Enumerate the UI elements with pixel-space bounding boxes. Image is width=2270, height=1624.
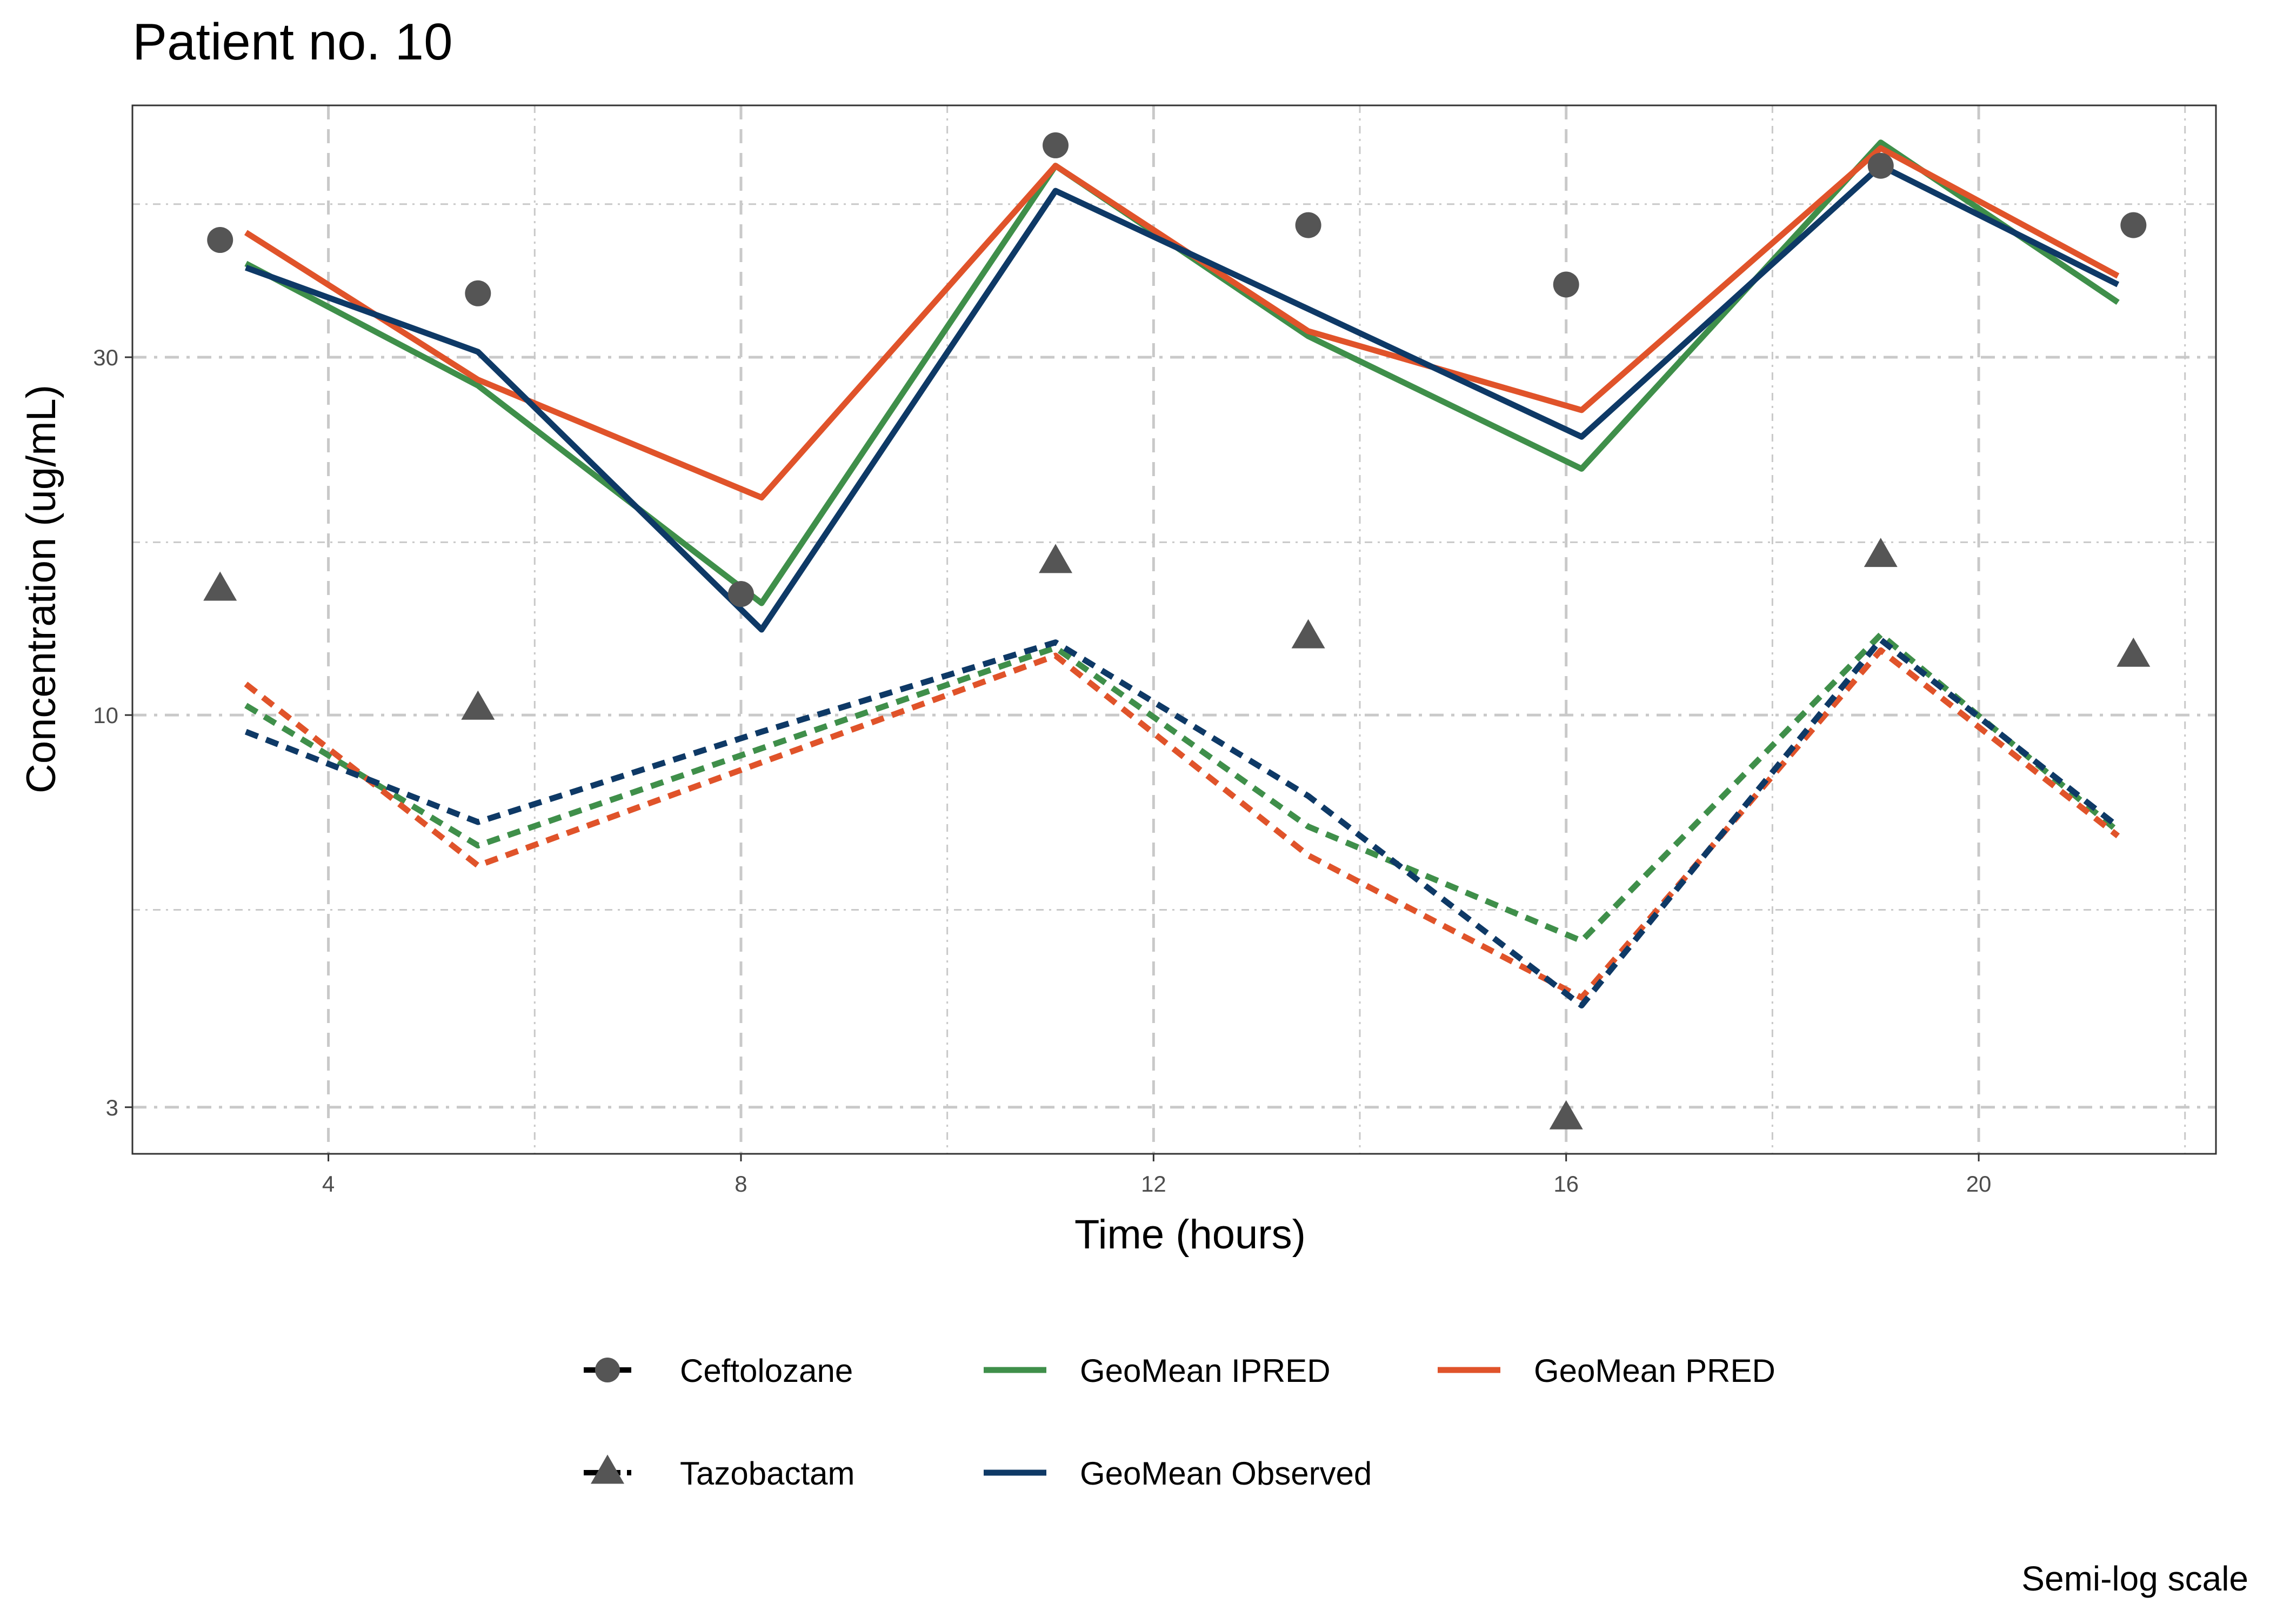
x-tick-label: 4 [322, 1171, 335, 1197]
x-tick-label: 8 [735, 1171, 747, 1197]
legend-item-geomean-ipred: GeoMean IPRED [984, 1353, 1331, 1389]
legend-item-ceftolozane: Ceftolozane [584, 1353, 853, 1389]
point-tazobactam [461, 690, 495, 720]
series-line-tazobactam-geomean-ipred [244, 631, 2120, 944]
point-ceftolozane [207, 227, 233, 253]
legend-item-geomean-observed: GeoMean Observed [984, 1455, 1372, 1492]
legend-label: GeoMean IPRED [1080, 1353, 1331, 1389]
point-tazobactam [1864, 538, 1898, 567]
y-tick-label: 30 [93, 345, 118, 370]
legend-key-circle [595, 1358, 620, 1382]
axes: 4 8 12 16 20 3 10 30 [93, 345, 1991, 1197]
point-tazobactam [1549, 1100, 1583, 1130]
chart-title: Patient no. 10 [132, 13, 452, 71]
legend-label-ceftolozane: Ceftolozane [680, 1353, 853, 1389]
point-tazobactam [2117, 637, 2151, 667]
x-tick-label: 20 [1966, 1171, 1992, 1197]
legend-label: GeoMean PRED [1534, 1353, 1775, 1389]
point-ceftolozane [1553, 271, 1579, 298]
series-lines [244, 139, 2120, 1008]
point-ceftolozane [727, 581, 754, 607]
legend-label: GeoMean Observed [1080, 1455, 1372, 1492]
plot-area: 4 8 12 16 20 3 10 30 [93, 104, 2217, 1197]
legend-item-tazobactam: Tazobactam [584, 1454, 855, 1492]
x-tick-label: 16 [1553, 1171, 1579, 1197]
point-ceftolozane [1867, 152, 1894, 179]
y-tick-label: 3 [106, 1095, 118, 1120]
legend-label-tazobactam: Tazobactam [680, 1455, 855, 1492]
point-tazobactam [203, 571, 237, 601]
point-ceftolozane [2120, 212, 2147, 238]
plot-border [131, 104, 2217, 1155]
y-axis-label: Concentration (ug/mL) [18, 385, 64, 793]
point-ceftolozane [1043, 132, 1069, 158]
legend-item-geomean-pred: GeoMean PRED [1438, 1353, 1775, 1389]
point-ceftolozane [465, 280, 491, 306]
x-tick-label: 12 [1141, 1171, 1166, 1197]
series-line-tazobactam-geomean-pred [244, 647, 2120, 1001]
chart-caption: Semi-log scale [2021, 1559, 2248, 1598]
legend-key-triangle [591, 1454, 624, 1484]
legend: Ceftolozane Tazobactam GeoMean IPRED GeoMea… [584, 1353, 1775, 1492]
point-tazobactam [1291, 619, 1325, 649]
point-ceftolozane [1295, 212, 1321, 238]
point-tazobactam [1039, 544, 1073, 573]
series-line-tazobactam-geomean-observed [244, 637, 2120, 1008]
y-tick-label: 10 [93, 703, 118, 728]
observed-points [203, 132, 2151, 1130]
x-axis-label: Time (hours) [1074, 1212, 1306, 1258]
